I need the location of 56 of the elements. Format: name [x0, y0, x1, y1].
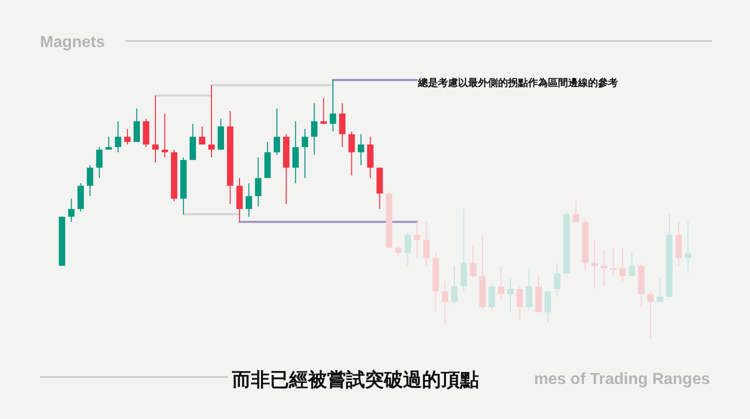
- candlestick: [274, 108, 280, 156]
- candlestick: [591, 239, 598, 290]
- candlestick: [470, 244, 476, 280]
- candlestick: [96, 146, 103, 179]
- candlestick: [255, 156, 262, 207]
- candlestick: [610, 247, 616, 277]
- candlestick: [600, 250, 608, 287]
- candlestick: [414, 221, 420, 259]
- candlestick: [208, 84, 215, 158]
- annotation: 總是考慮以最外側的拐點作為區間邊線的參考: [417, 77, 618, 89]
- candlestick: [246, 182, 252, 218]
- candlestick: [675, 221, 682, 266]
- candlestick: [134, 108, 140, 142]
- candlestick: [198, 126, 206, 145]
- candlestick: [114, 120, 122, 153]
- candlestick: [451, 265, 458, 305]
- candlestick: [339, 102, 346, 148]
- candlestick: [330, 80, 336, 132]
- candlestick: [572, 200, 580, 222]
- candlestick: [460, 208, 467, 292]
- candlestick: [236, 178, 243, 222]
- candlestick: [86, 164, 94, 197]
- candlestick: [142, 118, 150, 148]
- candlestick: [507, 278, 514, 313]
- candlestick: [423, 221, 430, 266]
- candlestick: [656, 278, 664, 302]
- candlestick: [348, 131, 355, 176]
- candlestick: [218, 118, 224, 150]
- candlestick: [404, 232, 411, 266]
- text: mes of Trading Ranges: [534, 371, 710, 388]
- candlestick: [367, 136, 374, 179]
- candlestick: [544, 291, 552, 324]
- candlestick: [68, 198, 75, 222]
- candlestick: [124, 128, 131, 145]
- chart-title: Magnets: [40, 34, 105, 51]
- candlestick: [619, 247, 626, 282]
- candlestick: [311, 102, 318, 156]
- candlestick: [684, 221, 692, 274]
- candlestick: [106, 136, 112, 150]
- candlestick: [516, 286, 524, 320]
- candlestick: [554, 262, 560, 298]
- candlestick: [488, 283, 495, 310]
- text: 而非已經被嘗試突破過的頂點: [231, 369, 479, 391]
- candlestick: [498, 265, 504, 300]
- candlestick: [358, 134, 364, 166]
- candlestick: [628, 252, 636, 277]
- candlestick: [162, 113, 168, 158]
- candlestick: [292, 120, 299, 184]
- candlestick: [320, 98, 327, 124]
- candlestick: [152, 94, 159, 164]
- candlestick: [190, 123, 196, 160]
- candlestick: [526, 268, 532, 310]
- candlestick: [302, 128, 308, 179]
- candlestick: [442, 280, 448, 326]
- candlestick: [77, 182, 84, 212]
- candlestick: [647, 291, 654, 338]
